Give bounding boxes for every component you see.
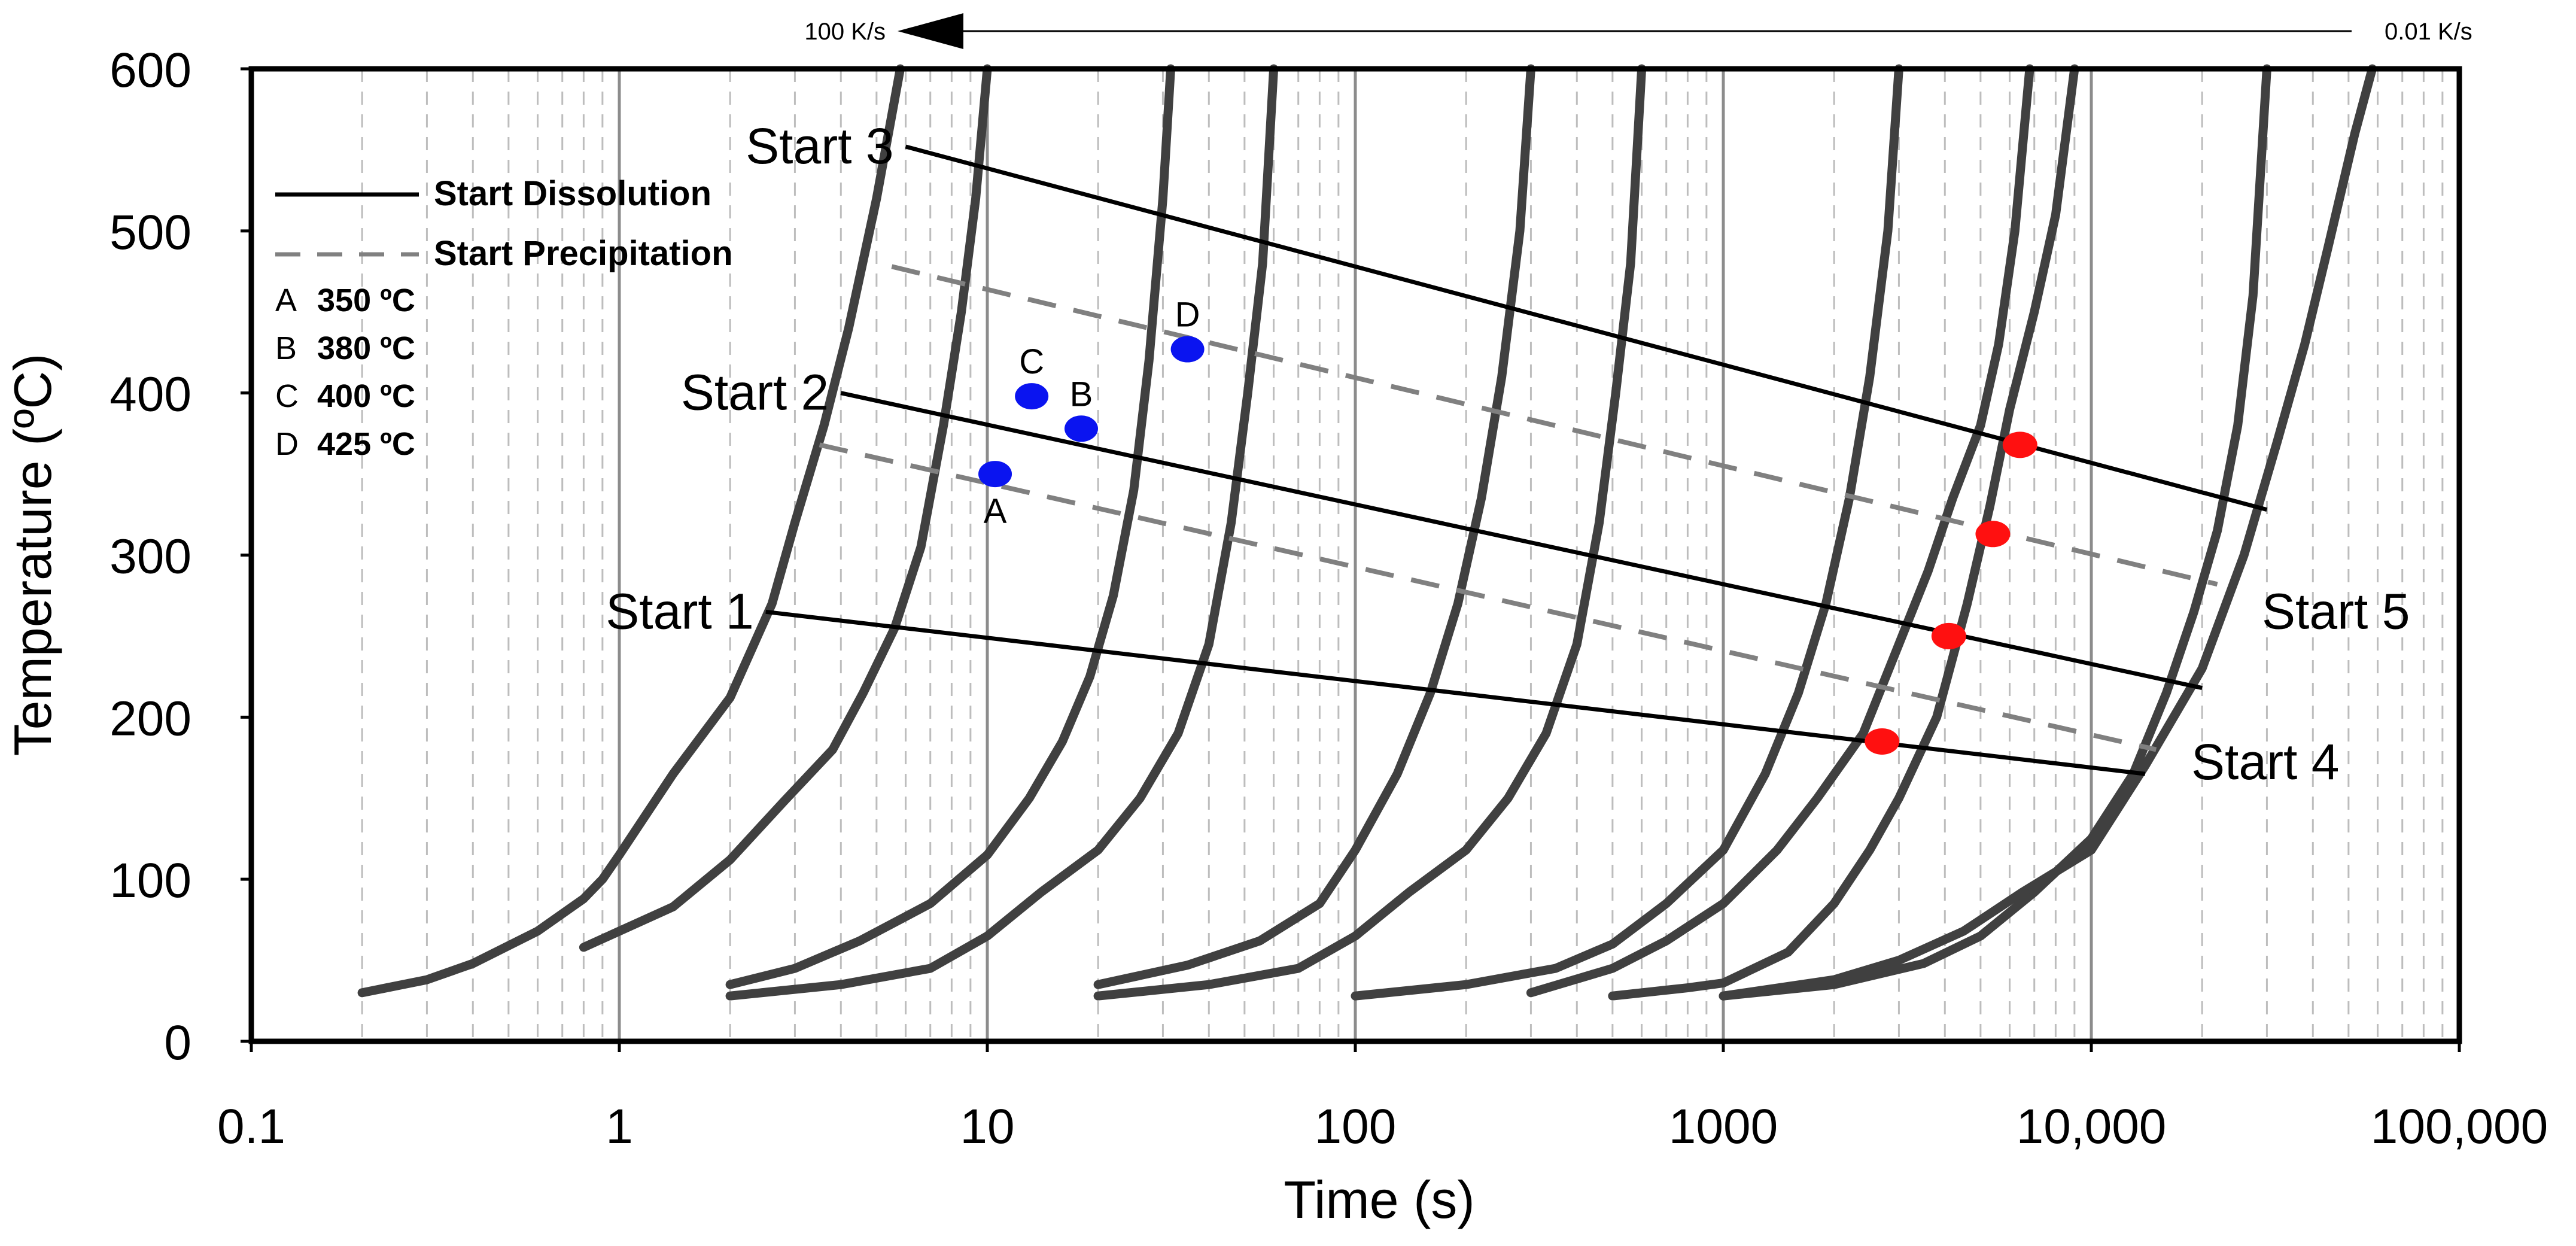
start-lines: Start 1 Start 2 Start 3 Start 4 Start 5 [606,118,2410,790]
cooling-rate-arrow: 100 K/s 0.01 K/s [804,13,2472,49]
x-tick-label: 100,000 [2371,1099,2548,1154]
start-label-2: Start 2 [681,364,829,421]
x-tick-label: 1000 [1669,1099,1778,1154]
y-axis-title: Temperature (ºC) [3,354,62,756]
cooling-curve-3 [725,64,1175,989]
point-label-a: A [984,492,1007,531]
x-tick-label: 10 [960,1099,1014,1154]
start-label-3: Start 3 [746,118,893,174]
legend-letter-c: C [275,378,299,414]
cooling-curve-8 [1526,64,2034,998]
rate-right-label: 0.01 K/s [2385,19,2472,45]
data-points: A BC D [978,296,2037,755]
legend-temp-d: 425 ºC [317,426,415,462]
point-label-b: B [1070,375,1093,414]
y-tick-label: 400 [110,367,191,422]
axis-ticks: 0.1 1 10 100 1000 10,000 100,000 0 100 200 300 400 5… [110,43,2548,1154]
x-tick-label: 0.1 [217,1099,285,1154]
cooling-curve-11 [1719,64,2377,1001]
legend-dashed-label: Start Precipitation [434,234,733,273]
y-tick-label: 0 [164,1016,191,1070]
legend: Start Dissolution Start Precipitation A … [275,174,733,462]
dissolution-line-2 [840,391,2203,691]
intersection-point-1 [1865,728,1900,755]
legend-letter-d: D [275,426,299,462]
y-tick-label: 100 [110,853,191,908]
cooling-curves [357,64,2377,1001]
y-tick-label: 300 [110,530,191,584]
intersection-point-3 [1975,521,2011,548]
cooling-curve-6 [1093,64,1647,1001]
x-axis-title: Time (s) [1284,1170,1474,1229]
point-label-d: D [1175,296,1200,335]
cooling-curve-7 [1351,64,1903,1001]
intersection-point-2 [1931,622,1966,649]
y-tick-label: 500 [110,205,191,260]
cooling-curve-5 [1093,64,1535,989]
legend-temp-c: 400 ºC [317,378,415,414]
dissolution-line-1 [765,609,2146,776]
rate-left-label: 100 K/s [804,19,886,45]
legend-solid-label: Start Dissolution [434,174,711,213]
start-label-5: Start 5 [2262,583,2410,639]
point-d [1170,336,1205,363]
y-tick-label: 200 [110,691,191,746]
start-label-4: Start 4 [2191,734,2339,790]
start-label-1: Start 1 [606,583,753,639]
cooling-curve-1 [357,64,905,998]
point-a [978,461,1012,488]
legend-temp-b: 380 ºC [317,330,415,366]
intersection-point-4 [2002,431,2037,458]
x-tick-label: 10,000 [2017,1099,2167,1154]
legend-letter-a: A [275,282,297,318]
point-label-c: C [1019,342,1044,381]
dissolution-line-3 [905,144,2268,512]
grid-layer [361,69,2444,1041]
y-tick-label: 600 [110,43,191,98]
point-c [1015,383,1049,410]
x-tick-label: 100 [1315,1099,1397,1154]
precipitation-line-1 [819,442,2157,752]
legend-temp-a: 350 ºC [317,282,415,318]
legend-letter-b: B [275,330,297,366]
cooling-curve-4 [725,64,1279,1001]
point-b [1064,415,1098,442]
x-tick-label: 1 [606,1099,633,1154]
cooling-curve-9 [1608,64,2079,1001]
cooling-curve-2 [579,64,992,952]
